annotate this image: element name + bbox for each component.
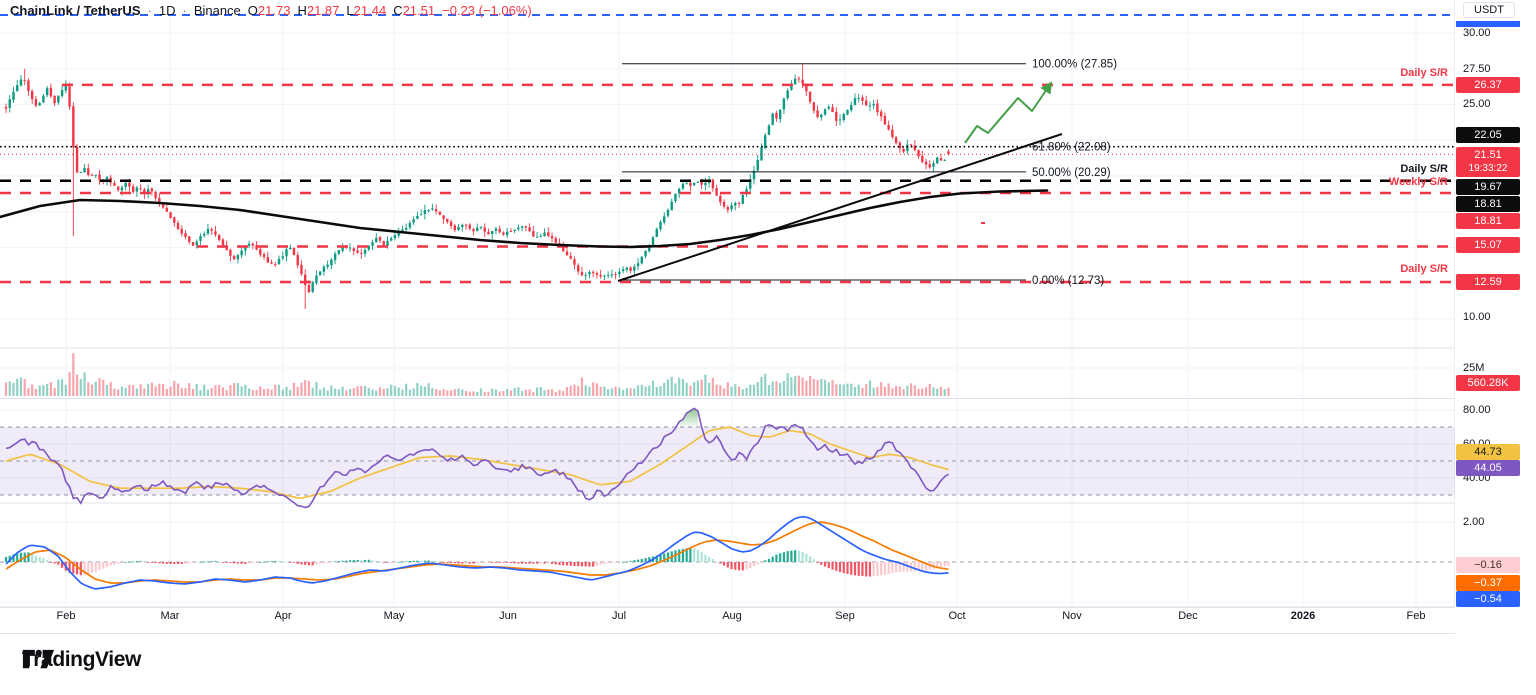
tradingview-logo-icon [22,649,55,669]
volume-badge: 560.28K [1456,375,1520,391]
countdown: 19:33:22 [1468,163,1508,174]
time-axis-label: Jul [611,610,627,622]
currency-label[interactable]: USDT [1463,2,1515,18]
exchange-name: Binance [193,3,241,18]
green-arrow[interactable] [964,81,1053,144]
timeframe[interactable]: 1D [158,3,176,18]
rsi-axis-label: 80.00 [1463,404,1491,416]
time-axis-label: Nov [1062,610,1082,622]
macd-axis-label: 2.00 [1463,516,1485,528]
rsi-overbought-fill [679,408,796,427]
time-axis-label: Sep [835,610,855,622]
price-axis-label: 27.50 [1463,63,1491,75]
rsi-ma-line [5,426,949,499]
fib-label: 50.00% (20.29) [1032,167,1111,179]
macd-line [5,515,949,590]
trendline[interactable] [617,133,1063,282]
price-badge: 18.81 [1456,213,1520,229]
volume-bars [4,353,950,396]
symbol-header: ChainLink / TetherUS · 1D · Binance O21.… [10,3,532,18]
price-badge: 22.05 [1456,127,1520,143]
rsi-badge: 44.73 [1456,444,1520,460]
macd-badge: −0.54 [1456,591,1520,607]
price-change: −0.23 (−1.06%) [442,3,532,18]
price-axis-label: 10.00 [1463,311,1491,323]
price-axis-label: 30.00 [1463,27,1491,39]
pane-separators [0,0,1455,632]
alert-line-axis-bar [1456,21,1520,27]
time-axis-label: Apr [274,610,292,622]
macd-signal-line [5,521,949,584]
sr-levels[interactable] [0,14,1455,284]
price-badge: 21.51 19:33:22 [1456,147,1520,177]
ohlc-high: H21.87 [297,3,340,18]
candles [4,63,950,309]
time-axis-label: Aug [722,610,742,622]
price-axis-label: 25.00 [1463,98,1491,110]
sr-level-label: Daily S/R [1400,163,1448,175]
time-axis-label: Feb [1406,610,1426,622]
tradingview-logo[interactable]: TradingView [22,648,141,672]
time-axis[interactable] [0,607,1455,634]
ohlc-close: C21.51 [393,3,436,18]
separator: · [147,3,152,18]
fib-label: 61.80% (22.08) [1032,141,1111,153]
rsi-line [5,407,949,509]
sr-level-label: Daily S/R [1400,263,1448,275]
time-axis-label: Jun [499,610,517,622]
gridlines [0,16,1455,607]
separator: · [182,3,187,18]
price-badge: 12.59 [1456,274,1520,290]
time-axis-label: May [383,610,405,622]
time-axis-label: 2026 [1290,610,1316,622]
time-axis-label: Oct [948,610,966,622]
fib-retracement[interactable]: 100.00% (27.85) 61.80% (22.08) 50.00% (20.… [622,59,1117,287]
ohlc-open: O21.73 [247,3,291,18]
price-badge: 19.67 [1456,179,1520,195]
time-axis-label: Dec [1178,610,1198,622]
price-badge: 26.37 [1456,77,1520,93]
chart-plot-area[interactable]: 100.00% (27.85) 61.80% (22.08) 50.00% (20.… [0,0,1455,632]
macd-badge: −0.37 [1456,575,1520,591]
price-badge: 15.07 [1456,237,1520,253]
time-axis-label: Mar [160,610,180,622]
fib-label: 100.00% (27.85) [1032,59,1117,71]
rsi-badge: 44.05 [1456,460,1520,476]
macd-badge: −0.16 [1456,557,1520,573]
rsi-band [0,426,1455,496]
sr-level-label: Daily S/R [1400,67,1448,79]
price-badge: 18.81 [1456,196,1520,212]
volume-axis-label: 25M [1463,362,1485,374]
symbol-name[interactable]: ChainLink / TetherUS [10,3,141,18]
time-axis-label: Feb [56,610,76,622]
sr-level-label: Weekly S/R [1388,176,1448,188]
fib-label: 0.00% (12.73) [1032,275,1104,287]
ma-line [0,189,1049,249]
ohlc-low: L21.44 [346,3,387,18]
